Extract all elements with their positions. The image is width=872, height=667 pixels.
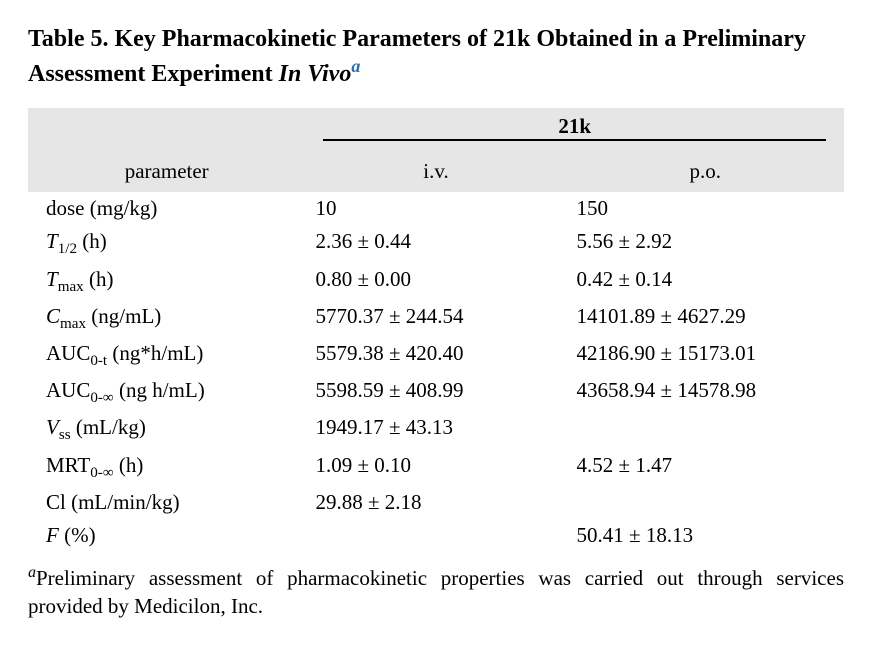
column-header-parameter: parameter	[28, 153, 305, 192]
table-row: Cmax (ng/mL)5770.37 ± 244.5414101.89 ± 4…	[28, 300, 844, 337]
title-italic: In Vivo	[279, 61, 352, 87]
po-cell: 14101.89 ± 4627.29	[567, 300, 844, 337]
parameter-cell: Vss (mL/kg)	[28, 411, 305, 448]
table-row: AUC0-t (ng*h/mL)5579.38 ± 420.4042186.90…	[28, 337, 844, 374]
parameter-cell: AUC0-∞ (ng h/mL)	[28, 374, 305, 411]
iv-cell: 5770.37 ± 244.54	[305, 300, 566, 337]
po-cell: 42186.90 ± 15173.01	[567, 337, 844, 374]
table-title: Table 5. Key Pharmacokinetic Parameters …	[28, 24, 844, 90]
footnote-text: Preliminary assessment of pharmacokineti…	[28, 566, 844, 618]
iv-cell: 0.80 ± 0.00	[305, 263, 566, 300]
parameter-cell: Cmax (ng/mL)	[28, 300, 305, 337]
iv-cell: 29.88 ± 2.18	[305, 486, 566, 519]
parameter-cell: F (%)	[28, 519, 305, 552]
pk-parameters-table: 21k parameter i.v. p.o. dose (mg/kg)1015…	[28, 108, 844, 551]
iv-cell	[305, 519, 566, 552]
parameter-cell: dose (mg/kg)	[28, 192, 305, 225]
iv-cell: 1949.17 ± 43.13	[305, 411, 566, 448]
parameter-cell: AUC0-t (ng*h/mL)	[28, 337, 305, 374]
table-row: dose (mg/kg)10150	[28, 192, 844, 225]
table-row: MRT0-∞ (h)1.09 ± 0.104.52 ± 1.47	[28, 449, 844, 486]
po-cell: 5.56 ± 2.92	[567, 225, 844, 262]
po-cell: 0.42 ± 0.14	[567, 263, 844, 300]
table-row: AUC0-∞ (ng h/mL)5598.59 ± 408.9943658.94…	[28, 374, 844, 411]
parameter-cell: MRT0-∞ (h)	[28, 449, 305, 486]
title-prefix: Table 5. Key Pharmacokinetic Parameters …	[28, 26, 806, 87]
po-cell: 50.41 ± 18.13	[567, 519, 844, 552]
footnote: aPreliminary assessment of pharmacokinet…	[28, 562, 844, 621]
po-cell: 150	[567, 192, 844, 225]
iv-cell: 10	[305, 192, 566, 225]
po-cell: 43658.94 ± 14578.98	[567, 374, 844, 411]
column-header-po: p.o.	[567, 153, 844, 192]
footnote-marker: a	[28, 564, 36, 581]
table-body: dose (mg/kg)10150T1/2 (h)2.36 ± 0.445.56…	[28, 192, 844, 551]
po-cell	[567, 486, 844, 519]
compound-spanner-cell: 21k	[305, 108, 844, 153]
column-header-iv: i.v.	[305, 153, 566, 192]
spanner-rule	[323, 139, 826, 141]
parameter-cell: Cl (mL/min/kg)	[28, 486, 305, 519]
table-row: Vss (mL/kg)1949.17 ± 43.13	[28, 411, 844, 448]
iv-cell: 1.09 ± 0.10	[305, 449, 566, 486]
po-cell: 4.52 ± 1.47	[567, 449, 844, 486]
parameter-cell: Tmax (h)	[28, 263, 305, 300]
iv-cell: 2.36 ± 0.44	[305, 225, 566, 262]
table-row: Cl (mL/min/kg)29.88 ± 2.18	[28, 486, 844, 519]
iv-cell: 5598.59 ± 408.99	[305, 374, 566, 411]
table-row: F (%) 50.41 ± 18.13	[28, 519, 844, 552]
parameter-cell: T1/2 (h)	[28, 225, 305, 262]
iv-cell: 5579.38 ± 420.40	[305, 337, 566, 374]
table-row: Tmax (h)0.80 ± 0.000.42 ± 0.14	[28, 263, 844, 300]
table-row: T1/2 (h)2.36 ± 0.445.56 ± 2.92	[28, 225, 844, 262]
compound-label: 21k	[315, 114, 834, 139]
po-cell	[567, 411, 844, 448]
title-superscript: a	[351, 56, 360, 76]
